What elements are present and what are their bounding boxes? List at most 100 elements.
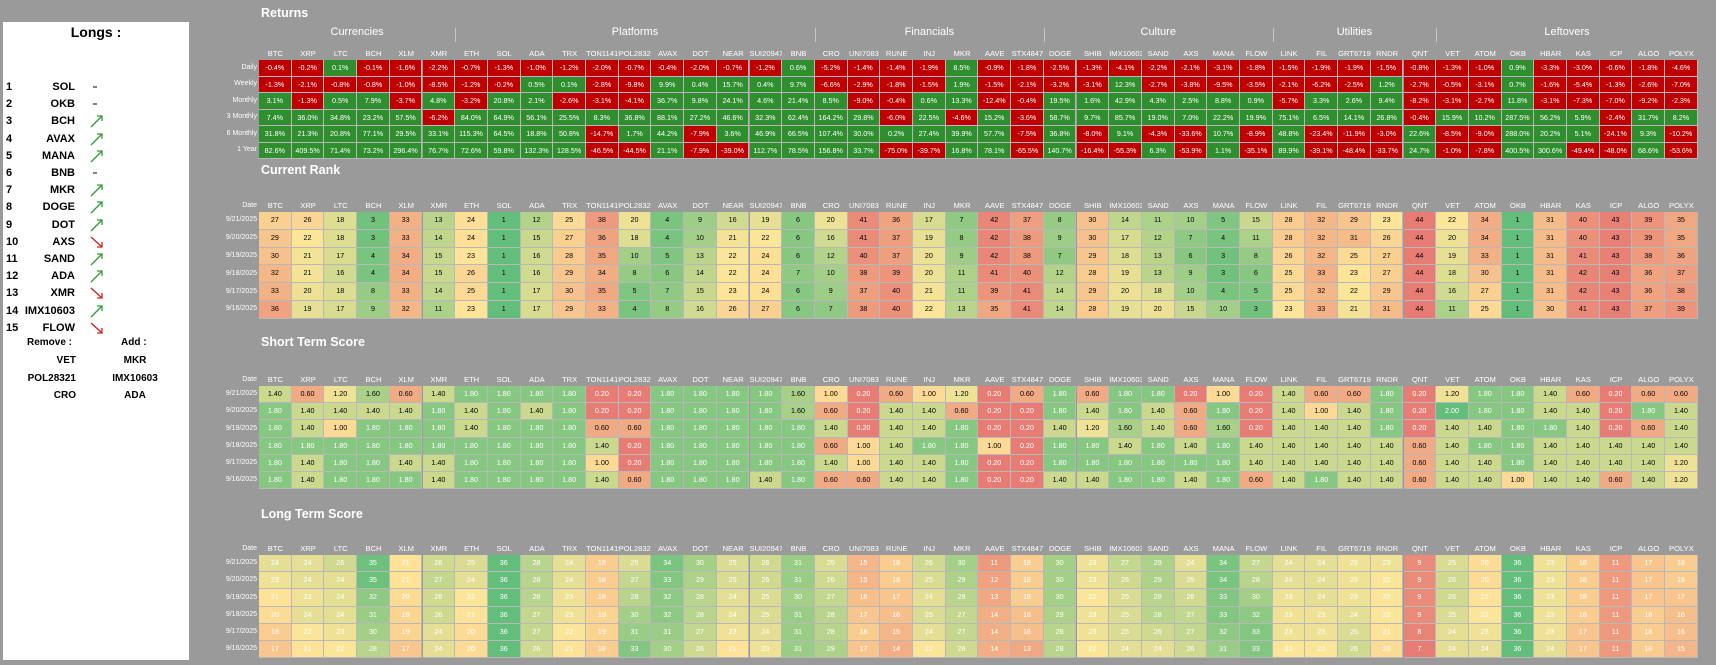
column-header: MANA [1212, 375, 1235, 384]
table-cell: 20 [1468, 555, 1502, 573]
table-cell: -8.9% [1240, 126, 1273, 143]
table-cell: 1.40 [1174, 437, 1208, 455]
table-cell: 24 [749, 283, 783, 301]
table-cell: 20 [814, 212, 848, 230]
table-cell: 26 [324, 555, 358, 573]
table-cell: 24 [1272, 572, 1306, 590]
table-cell: 10 [814, 265, 848, 284]
table-cell: 44 [1403, 229, 1437, 248]
table-cell: 23 [1272, 301, 1306, 319]
column-header: SUI20947 [749, 544, 783, 553]
table-cell: 8 [651, 301, 685, 319]
table-cell: -1.8% [1240, 60, 1273, 77]
table-cell: 1 [487, 247, 521, 266]
table-cell: 0.60 [880, 386, 913, 404]
table-cell: 1.80 [455, 454, 488, 472]
table-cell: 7 [945, 212, 979, 230]
table-cell: 1.80 [357, 454, 390, 472]
table-cell: 33 [1207, 606, 1240, 624]
table-cell: 25 [1272, 265, 1306, 284]
table-cell: 24 [1174, 555, 1208, 573]
table-cell: 1.40 [291, 454, 325, 472]
table-cell: 32 [651, 589, 685, 607]
long-item: 11 SAND [3, 251, 189, 268]
table-cell: 44 [1403, 247, 1437, 266]
column-header: IMX10603 [1109, 49, 1142, 58]
table-cell: 17 [324, 301, 358, 319]
column-header: ADA [529, 49, 545, 58]
column-header: KAS [1575, 49, 1591, 58]
table-cell: 11 [1599, 641, 1633, 659]
table-cell: 1.20 [1665, 454, 1698, 472]
table-cell: 25 [1109, 589, 1142, 607]
column-header: NEAR [722, 375, 744, 384]
table-cell: 0.5% [520, 76, 554, 93]
table-cell: 1.80 [782, 472, 815, 490]
column-header: HBAR [1540, 49, 1562, 58]
column-header: XMR [430, 544, 448, 553]
table-cell: 36 [259, 301, 292, 319]
column-header: ICP [1609, 544, 1623, 553]
table-cell: 44.2% [651, 126, 685, 143]
table-cell: 21 [291, 641, 325, 659]
column-header: DOGE [1048, 544, 1072, 553]
column-header: AVAX [658, 375, 678, 384]
table-cell: -2.4% [1599, 109, 1633, 126]
table-cell: 1 [1501, 301, 1535, 319]
table-cell: -3.1% [1468, 76, 1502, 93]
long-item: 3 BCH [3, 113, 189, 130]
add-item: ADA [124, 390, 146, 401]
table-cell: 28 [684, 589, 717, 607]
table-cell: 32 [1207, 623, 1240, 641]
table-cell: 0.4% [684, 76, 717, 93]
table-cell: 27 [814, 589, 848, 607]
table-cell: 27 [1240, 555, 1273, 573]
table-cell: 24 [324, 572, 358, 590]
table-cell: 29 [1370, 283, 1404, 301]
table-cell: -1.0% [389, 76, 423, 93]
table-cell: 1.80 [749, 403, 783, 421]
row-label: 9/18/2025 [225, 269, 257, 277]
table-cell: 42 [1567, 283, 1600, 301]
table-cell: 1.20 [1076, 420, 1110, 438]
table-cell: 1.7% [618, 126, 652, 143]
table-cell: 7 [782, 265, 815, 284]
table-cell: 1.60 [357, 386, 390, 404]
table-cell: 29 [1076, 247, 1110, 266]
table-cell: 13 [978, 589, 1012, 607]
table-cell: 1.40 [880, 437, 913, 455]
table-cell: 19 [291, 301, 325, 319]
table-cell: -48.4% [1338, 142, 1371, 159]
table-cell: 36 [487, 572, 521, 590]
table-cell: 1.60 [1207, 420, 1240, 438]
table-cell: 33 [1240, 623, 1273, 641]
table-cell: 1.80 [487, 437, 521, 455]
table-cell: 33 [1468, 247, 1502, 266]
table-cell: -1.2% [749, 60, 783, 77]
table-cell: 12 [1043, 265, 1077, 284]
table-cell: -3.1% [1076, 76, 1110, 93]
table-cell: 1.00 [978, 437, 1012, 455]
table-cell: 18 [618, 229, 652, 248]
table-cell: 1.80 [1501, 403, 1535, 421]
column-header: LINK [1280, 201, 1298, 210]
table-cell: 1 [487, 283, 521, 301]
table-cell: 19 [389, 606, 423, 624]
table-cell: 28 [814, 623, 848, 641]
table-cell: 8 [945, 229, 979, 248]
table-cell: 11 [978, 555, 1012, 573]
table-cell: -3.1% [1207, 60, 1240, 77]
table-cell: 39 [880, 265, 913, 284]
table-cell: 0.20 [978, 472, 1012, 490]
column-header: SAND [1147, 201, 1169, 210]
column-header: XRP [300, 375, 316, 384]
row-label: 9/20/2025 [225, 576, 257, 584]
column-header: BTC [267, 49, 283, 58]
table-cell: 0.20 [1599, 420, 1633, 438]
table-cell: 23 [1534, 555, 1567, 573]
table-cell: 34 [586, 265, 619, 284]
long-rank: 7 [6, 184, 13, 197]
table-cell: 44 [1403, 212, 1437, 230]
table-cell: 14 [978, 606, 1012, 624]
category-divider [455, 28, 457, 42]
